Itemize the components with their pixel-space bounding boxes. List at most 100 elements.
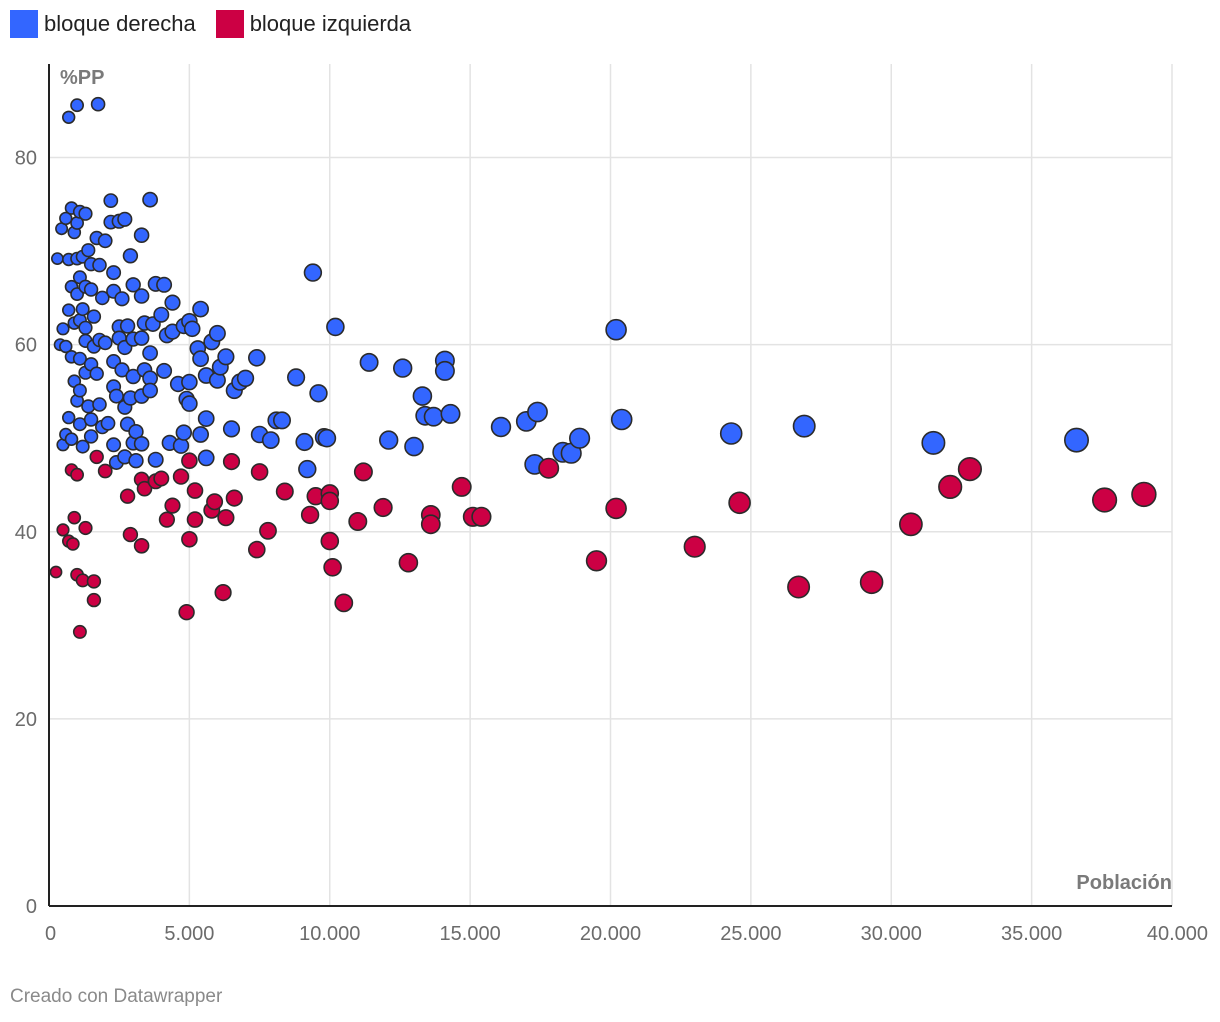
point-bloque-izquierda[interactable] xyxy=(728,491,751,515)
point-bloque-derecha[interactable] xyxy=(83,429,99,444)
point-bloque-derecha[interactable] xyxy=(393,358,413,378)
point-bloque-derecha[interactable] xyxy=(379,430,399,450)
point-bloque-derecha[interactable] xyxy=(125,368,141,385)
point-bloque-derecha[interactable] xyxy=(70,98,84,113)
point-bloque-izquierda[interactable] xyxy=(1091,487,1118,513)
point-bloque-izquierda[interactable] xyxy=(186,511,204,528)
point-bloque-izquierda[interactable] xyxy=(471,506,492,527)
point-bloque-derecha[interactable] xyxy=(261,431,280,450)
point-bloque-izquierda[interactable] xyxy=(938,474,963,500)
point-bloque-izquierda[interactable] xyxy=(172,468,190,485)
point-bloque-izquierda[interactable] xyxy=(158,511,175,528)
point-bloque-derecha[interactable] xyxy=(59,211,73,226)
point-bloque-derecha[interactable] xyxy=(59,339,73,354)
footer-credit[interactable]: Creado con Datawrapper xyxy=(10,986,223,1007)
point-bloque-izquierda[interactable] xyxy=(683,535,706,558)
point-bloque-derecha[interactable] xyxy=(142,345,158,361)
point-bloque-izquierda[interactable] xyxy=(787,575,811,599)
point-bloque-izquierda[interactable] xyxy=(49,565,63,579)
point-bloque-izquierda[interactable] xyxy=(957,457,983,482)
point-bloque-izquierda[interactable] xyxy=(420,514,441,535)
point-bloque-izquierda[interactable] xyxy=(217,509,235,527)
point-bloque-izquierda[interactable] xyxy=(899,512,923,537)
point-bloque-derecha[interactable] xyxy=(247,348,266,367)
point-bloque-derecha[interactable] xyxy=(236,369,255,387)
point-bloque-derecha[interactable] xyxy=(133,435,150,452)
point-bloque-derecha[interactable] xyxy=(490,416,512,438)
point-bloque-derecha[interactable] xyxy=(122,248,139,264)
point-bloque-derecha[interactable] xyxy=(117,211,133,227)
point-bloque-izquierda[interactable] xyxy=(859,570,884,595)
point-bloque-izquierda[interactable] xyxy=(605,497,627,520)
point-bloque-derecha[interactable] xyxy=(90,96,106,112)
point-bloque-derecha[interactable] xyxy=(610,408,633,431)
point-bloque-derecha[interactable] xyxy=(106,265,122,281)
point-bloque-izquierda[interactable] xyxy=(398,552,419,573)
point-bloque-izquierda[interactable] xyxy=(353,462,373,482)
point-bloque-izquierda[interactable] xyxy=(86,574,102,589)
point-bloque-izquierda[interactable] xyxy=(181,530,198,548)
point-bloque-izquierda[interactable] xyxy=(122,526,139,543)
point-bloque-derecha[interactable] xyxy=(175,424,193,441)
point-bloque-izquierda[interactable] xyxy=(320,531,340,551)
point-bloque-derecha[interactable] xyxy=(72,383,87,398)
point-bloque-derecha[interactable] xyxy=(78,206,93,221)
point-bloque-derecha[interactable] xyxy=(75,302,90,317)
point-bloque-derecha[interactable] xyxy=(792,414,816,438)
point-bloque-derecha[interactable] xyxy=(103,193,119,208)
point-bloque-izquierda[interactable] xyxy=(538,457,560,479)
point-bloque-derecha[interactable] xyxy=(272,411,291,430)
point-bloque-izquierda[interactable] xyxy=(334,593,354,613)
point-bloque-derecha[interactable] xyxy=(164,294,181,311)
legend-item-bloque-izquierda[interactable]: bloque izquierda xyxy=(215,10,411,38)
point-bloque-derecha[interactable] xyxy=(114,291,130,307)
point-bloque-izquierda[interactable] xyxy=(67,510,82,525)
point-bloque-derecha[interactable] xyxy=(133,330,150,346)
point-bloque-izquierda[interactable] xyxy=(320,491,340,511)
point-bloque-izquierda[interactable] xyxy=(373,497,393,518)
point-bloque-derecha[interactable] xyxy=(222,420,241,438)
point-bloque-derecha[interactable] xyxy=(142,191,158,208)
point-bloque-derecha[interactable] xyxy=(1064,427,1090,453)
point-bloque-derecha[interactable] xyxy=(605,318,627,341)
point-bloque-derecha[interactable] xyxy=(51,252,64,265)
point-bloque-izquierda[interactable] xyxy=(178,603,195,621)
point-bloque-derecha[interactable] xyxy=(183,320,201,338)
point-bloque-derecha[interactable] xyxy=(114,362,130,378)
point-bloque-izquierda[interactable] xyxy=(214,583,232,602)
point-bloque-derecha[interactable] xyxy=(97,335,113,351)
point-bloque-derecha[interactable] xyxy=(100,415,116,431)
point-bloque-derecha[interactable] xyxy=(172,437,190,454)
point-bloque-izquierda[interactable] xyxy=(78,520,93,536)
point-bloque-derecha[interactable] xyxy=(156,276,173,293)
point-bloque-derecha[interactable] xyxy=(527,401,548,423)
point-bloque-izquierda[interactable] xyxy=(181,452,198,470)
point-bloque-izquierda[interactable] xyxy=(89,449,104,465)
point-bloque-derecha[interactable] xyxy=(298,459,317,479)
point-bloque-derecha[interactable] xyxy=(326,317,345,337)
point-bloque-izquierda[interactable] xyxy=(86,592,102,608)
legend-item-bloque-derecha[interactable]: bloque derecha xyxy=(10,10,196,38)
point-bloque-izquierda[interactable] xyxy=(1131,481,1157,508)
point-bloque-derecha[interactable] xyxy=(568,427,591,449)
point-bloque-izquierda[interactable] xyxy=(585,550,608,572)
point-bloque-derecha[interactable] xyxy=(64,432,79,447)
point-bloque-derecha[interactable] xyxy=(921,430,946,455)
point-bloque-derecha[interactable] xyxy=(61,303,76,317)
point-bloque-derecha[interactable] xyxy=(86,309,102,324)
point-bloque-izquierda[interactable] xyxy=(250,463,269,481)
point-bloque-derecha[interactable] xyxy=(147,451,164,468)
point-bloque-izquierda[interactable] xyxy=(186,482,204,499)
point-bloque-derecha[interactable] xyxy=(56,322,70,336)
point-bloque-derecha[interactable] xyxy=(423,406,444,427)
point-bloque-izquierda[interactable] xyxy=(348,511,368,531)
point-bloque-derecha[interactable] xyxy=(192,426,209,443)
point-bloque-derecha[interactable] xyxy=(156,362,173,379)
point-bloque-derecha[interactable] xyxy=(128,453,144,469)
point-bloque-izquierda[interactable] xyxy=(259,521,277,540)
point-bloque-derecha[interactable] xyxy=(78,320,93,335)
point-bloque-derecha[interactable] xyxy=(287,368,306,387)
point-bloque-derecha[interactable] xyxy=(197,449,215,467)
point-bloque-derecha[interactable] xyxy=(133,227,150,243)
point-bloque-derecha[interactable] xyxy=(440,403,461,424)
